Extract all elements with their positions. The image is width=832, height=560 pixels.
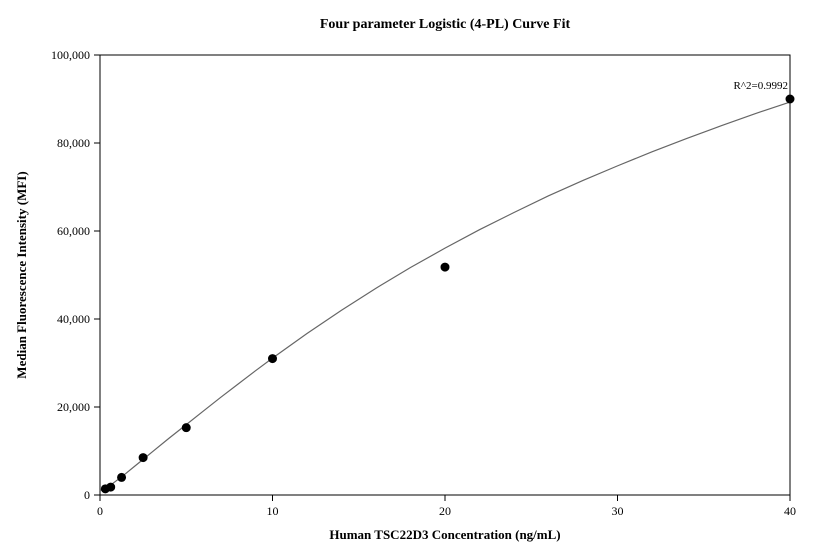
y-tick-label: 20,000 [57, 400, 90, 414]
chart-title: Four parameter Logistic (4-PL) Curve Fit [320, 17, 571, 32]
y-tick-label: 80,000 [57, 136, 90, 150]
x-tick-label: 10 [267, 504, 279, 518]
y-axis-label: Median Fluorescence Intensity (MFI) [14, 171, 29, 378]
data-marker [118, 473, 126, 481]
data-marker [182, 424, 190, 432]
x-tick-label: 20 [439, 504, 451, 518]
y-tick-label: 60,000 [57, 224, 90, 238]
x-axis-label: Human TSC22D3 Concentration (ng/mL) [329, 527, 560, 542]
x-tick-label: 0 [97, 504, 103, 518]
data-marker [269, 355, 277, 363]
plot-border [100, 55, 790, 495]
chart-svg: Four parameter Logistic (4-PL) Curve Fit… [0, 0, 832, 560]
data-marker [786, 95, 794, 103]
r-squared-annotation: R^2=0.9992 [734, 80, 788, 92]
chart-container: Four parameter Logistic (4-PL) Curve Fit… [0, 0, 832, 560]
fit-curve [100, 102, 790, 491]
y-tick-label: 0 [84, 488, 90, 502]
y-tick-label: 100,000 [51, 48, 90, 62]
x-tick-label: 30 [612, 504, 624, 518]
data-marker [139, 454, 147, 462]
data-marker [441, 263, 449, 271]
x-tick-label: 40 [784, 504, 796, 518]
y-tick-label: 40,000 [57, 312, 90, 326]
data-marker [107, 483, 115, 491]
